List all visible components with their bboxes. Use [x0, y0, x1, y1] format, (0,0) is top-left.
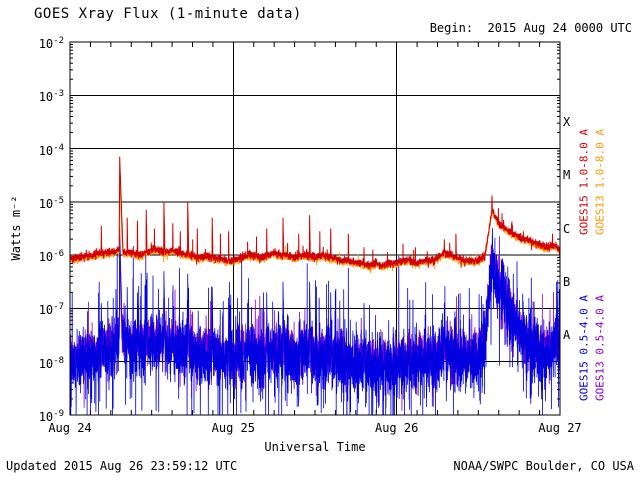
x-tick-label-aug-27: Aug 27	[538, 421, 582, 435]
series-label-goes15_long: GOES15 1.0-8.0 A	[577, 129, 591, 235]
y-tick-exponent: -2	[53, 36, 64, 46]
y-tick-exponent: -6	[53, 249, 64, 260]
y-tick-exponent: -4	[53, 142, 64, 153]
y-tick-exponent: -5	[53, 195, 64, 206]
x-axis-title: Universal Time	[264, 440, 366, 454]
y-tick-label-1e-9: 10-9	[38, 409, 64, 424]
flux-class-label-x: X	[563, 114, 571, 129]
x-tick-label-aug-26: Aug 26	[374, 421, 419, 435]
y-tick-label-1e-3: 10-3	[38, 89, 64, 105]
chart-title: GOES Xray Flux (1-minute data)	[34, 6, 302, 22]
flux-class-label-a: A	[563, 328, 571, 343]
updated-timestamp: Updated 2015 Aug 26 23:59:12 UTC	[6, 459, 238, 473]
y-tick-label-1e-6: 10-6	[38, 249, 64, 265]
series-line-goes15_short	[69, 228, 561, 416]
y-tick-label-1e-2: 10-2	[38, 36, 64, 51]
x-tick-label-aug-24: Aug 24	[48, 421, 92, 435]
x-tick-label-aug-25: Aug 25	[211, 421, 255, 435]
y-tick-exponent: -3	[53, 89, 64, 100]
flux-class-label-m: M	[563, 168, 571, 183]
source-credit: NOAA/SWPC Boulder, CO USA	[453, 459, 634, 473]
begin-timestamp: Begin: 2015 Aug 24 0000 UTC	[429, 21, 632, 35]
series-label-goes15_short: GOES15 0.5-4.0 A	[577, 295, 591, 401]
y-tick-label-1e-7: 10-7	[38, 302, 64, 318]
series-label-goes13_long: GOES13 1.0-8.0 A	[593, 129, 607, 235]
series-line-goes15_long	[69, 156, 561, 270]
y-tick-label-1e-4: 10-4	[38, 142, 64, 158]
y-tick-exponent: -9	[53, 409, 64, 419]
y-tick-label-1e-8: 10-8	[38, 355, 64, 371]
y-tick-exponent: -8	[53, 355, 64, 366]
y-tick-exponent: -7	[53, 302, 64, 313]
y-tick-label-1e-5: 10-5	[38, 195, 64, 211]
series-label-goes13_short: GOES13 0.5-4.0 A	[593, 295, 607, 401]
flux-class-label-b: B	[563, 274, 571, 289]
flux-class-label-c: C	[563, 221, 571, 236]
plot-border	[69, 41, 561, 416]
